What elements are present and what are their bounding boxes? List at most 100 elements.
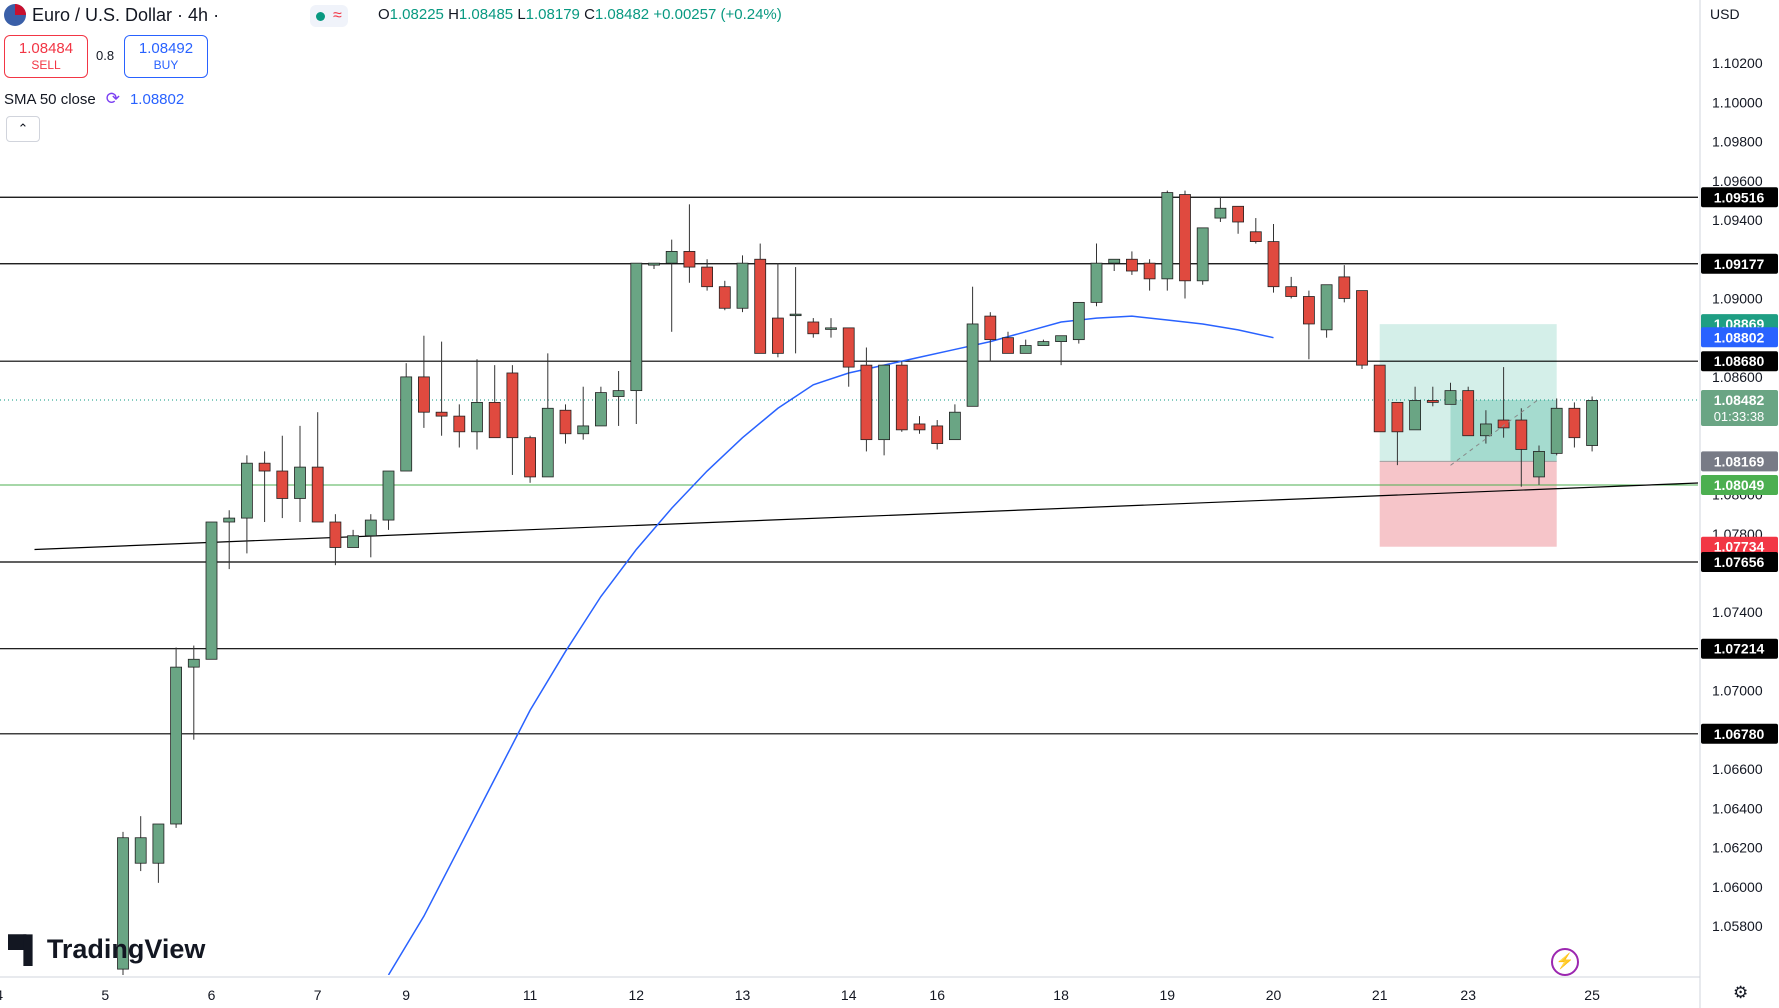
- candle-body: [1249, 231, 1262, 242]
- candle: [1232, 205, 1244, 234]
- candle-body: [1426, 400, 1439, 403]
- candle-body: [612, 390, 625, 397]
- indicator-legend[interactable]: SMA 50 close ⟳ 1.08802: [4, 89, 184, 109]
- candle-body: [754, 258, 767, 354]
- candle-body: [471, 401, 483, 433]
- candle: [506, 365, 519, 475]
- axis-price-label-bg: [1701, 390, 1778, 427]
- ohlc-low: 1.08179: [525, 6, 580, 23]
- lightning-icon[interactable]: ⚡: [1551, 948, 1579, 976]
- candle-body: [170, 666, 183, 825]
- candle: [453, 404, 466, 448]
- candle: [1303, 290, 1315, 360]
- axis-price-label: 1.07214: [1701, 638, 1778, 659]
- axis-price-label-bg: [1701, 253, 1778, 274]
- axis-price-label-bg: [1701, 536, 1778, 557]
- candle: [612, 371, 625, 426]
- projection-line: [1450, 398, 1540, 466]
- candle: [630, 262, 643, 424]
- stop-loss-zone: [1379, 461, 1557, 547]
- candle: [1373, 364, 1386, 433]
- candle-body: [294, 466, 306, 499]
- trendline: [34, 482, 1698, 551]
- candle: [1002, 331, 1014, 354]
- axis-price-label-text: 1.09177: [1714, 256, 1765, 272]
- candle: [1179, 190, 1191, 299]
- y-tick-label: 1.06200: [1712, 840, 1763, 856]
- candle: [1249, 218, 1262, 244]
- settings-icon[interactable]: ⚙: [1733, 983, 1749, 1002]
- candle: [1426, 386, 1439, 407]
- x-tick-label: 14: [841, 987, 857, 1003]
- sma-50-line: [387, 315, 1274, 975]
- y-tick-label: 1.06600: [1712, 761, 1763, 777]
- axis-price-label-bg: [1701, 327, 1778, 348]
- symbol-title[interactable]: Euro / U.S. Dollar · 4h ·: [4, 4, 219, 26]
- candle: [1462, 386, 1475, 437]
- y-tick-label: 1.10000: [1712, 94, 1763, 110]
- candle-body: [1444, 390, 1457, 405]
- candle-body: [984, 315, 997, 341]
- x-tick-label: 4: [0, 987, 3, 1003]
- ohlc-open: 1.08225: [389, 6, 444, 23]
- candle: [1409, 386, 1421, 431]
- candle: [1444, 382, 1457, 405]
- candle: [842, 327, 855, 387]
- candle-body: [1108, 258, 1121, 264]
- candle-body: [417, 376, 430, 413]
- axis-price-label-bg: [1701, 723, 1778, 744]
- indicator-name: SMA 50 close: [4, 90, 96, 108]
- candle: [1515, 408, 1528, 487]
- axis-price-label: 1.08049: [1701, 474, 1778, 495]
- candle-body: [364, 519, 377, 537]
- candle: [1586, 396, 1598, 452]
- x-tick-label: 6: [208, 987, 216, 1003]
- candle-body: [718, 286, 731, 309]
- axis-price-label: 1.07734: [1701, 536, 1778, 557]
- candle-body: [347, 535, 360, 548]
- x-tick-label: 13: [735, 987, 751, 1003]
- candle: [329, 514, 342, 566]
- candle: [754, 243, 767, 354]
- refresh-icon[interactable]: ⟳: [105, 89, 120, 108]
- sell-button[interactable]: 1.08484 SELL: [4, 35, 88, 78]
- candle-body: [1196, 227, 1209, 282]
- candle: [1214, 196, 1227, 222]
- y-tick-label: 1.06400: [1712, 800, 1763, 816]
- currency-label[interactable]: USD: [1710, 6, 1740, 22]
- x-tick-label: 11: [523, 987, 538, 1003]
- candle: [417, 335, 430, 428]
- candle: [577, 386, 590, 440]
- market-status-pill[interactable]: ≈: [310, 5, 348, 27]
- candle: [878, 364, 890, 456]
- x-tick-label: 5: [101, 987, 109, 1003]
- candle-body: [240, 462, 253, 519]
- candle: [984, 312, 997, 362]
- candle-body: [683, 250, 696, 268]
- candle: [860, 347, 873, 452]
- candle-body: [524, 437, 536, 478]
- y-tick-label: 1.09600: [1712, 173, 1763, 189]
- candle: [595, 386, 607, 427]
- ohlc-close: 1.08482: [594, 6, 650, 23]
- candle-body: [541, 407, 554, 478]
- x-tick-label: 23: [1460, 987, 1476, 1003]
- candle-body: [559, 409, 572, 435]
- candle-body: [1019, 345, 1032, 354]
- collapse-legend-button[interactable]: ⌃: [6, 116, 40, 142]
- candle: [736, 255, 749, 313]
- candle-body: [807, 321, 820, 335]
- candle: [825, 318, 837, 338]
- candle: [187, 645, 200, 740]
- candle: [1533, 445, 1545, 485]
- symbol-title-text: Euro / U.S. Dollar · 4h ·: [32, 4, 220, 25]
- candle: [1285, 276, 1298, 299]
- candle-body: [488, 401, 501, 439]
- candle: [1267, 223, 1280, 293]
- axis-price-label-text: 1.08169: [1714, 453, 1765, 469]
- buy-button[interactable]: 1.08492 BUY: [124, 35, 208, 78]
- candle-body: [1373, 364, 1386, 433]
- x-tick-label: 16: [929, 987, 945, 1003]
- axis-price-label-text: 1.07214: [1714, 641, 1765, 657]
